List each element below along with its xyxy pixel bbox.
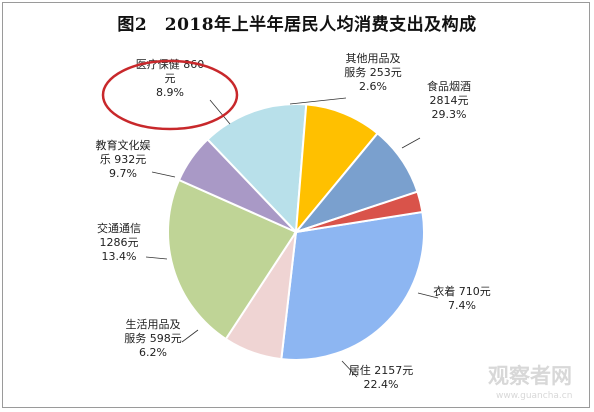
data-label-line: 生活用品及: [126, 317, 181, 331]
data-label-line: 教育文化娱: [96, 138, 151, 152]
data-label-line: 22.4%: [364, 378, 399, 391]
data-label-line: 服务 598元: [124, 332, 182, 345]
leader-line: [417, 292, 439, 299]
data-label-line: 元: [165, 72, 176, 85]
pie-slice: [294, 103, 379, 236]
data-label: 教育文化娱乐 932元 9.7%: [96, 138, 151, 180]
chart-title: 图2 2018年上半年居民人均消费支出及构成: [117, 15, 477, 35]
leader-line: [401, 137, 421, 149]
data-label: 居住 2157元 22.4%: [349, 363, 414, 391]
data-label-line: 29.3%: [432, 108, 467, 121]
data-label-line: 衣着 710元: [433, 284, 491, 298]
data-label: 食品烟酒 2814元 29.3%: [427, 79, 471, 121]
data-label-line: 1286元: [100, 236, 139, 249]
pie-slice: [280, 210, 425, 361]
data-label-line: 2.6%: [359, 80, 387, 93]
pie-slices: [166, 103, 425, 361]
data-label-line: 7.4%: [448, 299, 476, 312]
data-label: 其他用品及服务 253元 2.6%: [344, 52, 402, 93]
data-label-line: 乐 932元: [100, 153, 147, 166]
leader-line: [289, 97, 347, 105]
data-label-line: 医疗保健 860: [136, 57, 205, 71]
data-label-line: 交通通信: [97, 221, 141, 235]
highlight-ellipse: [101, 59, 239, 131]
data-label-line: 8.9%: [156, 86, 184, 99]
data-label: 生活用品及服务 598元 6.2%: [124, 317, 182, 359]
data-label: 衣着 710元 7.4%: [433, 284, 491, 312]
pie-slice: [206, 103, 308, 235]
data-label-line: 6.2%: [139, 346, 167, 359]
data-label-line: 食品烟酒: [427, 79, 471, 93]
data-label-line: 其他用品及: [346, 52, 401, 65]
data-label-line: 13.4%: [102, 250, 137, 263]
data-label-line: 居住 2157元: [349, 363, 414, 377]
leader-line: [145, 256, 168, 260]
leader-line: [341, 360, 358, 378]
leader-lines: [145, 97, 439, 378]
leader-line: [181, 329, 199, 343]
watermark-text: 观察者网: [488, 364, 572, 388]
data-label-line: 2814元: [430, 94, 469, 107]
leader-line: [209, 99, 231, 125]
pie-slice: [166, 178, 298, 341]
data-label: 医疗保健 860 元 8.9%: [136, 57, 205, 99]
data-labels: 食品烟酒 2814元 29.3% 衣着 710元 7.4% 居住 2157元 22.4% 生活…: [96, 52, 491, 391]
leader-line: [151, 171, 176, 178]
data-label-line: 9.7%: [109, 167, 137, 180]
pie-slice: [295, 190, 424, 233]
data-label: 交通通信 1286元 13.4%: [97, 221, 141, 263]
watermark-url: www.guancha.cn: [496, 391, 572, 401]
data-label-line: 服务 253元: [344, 66, 402, 79]
